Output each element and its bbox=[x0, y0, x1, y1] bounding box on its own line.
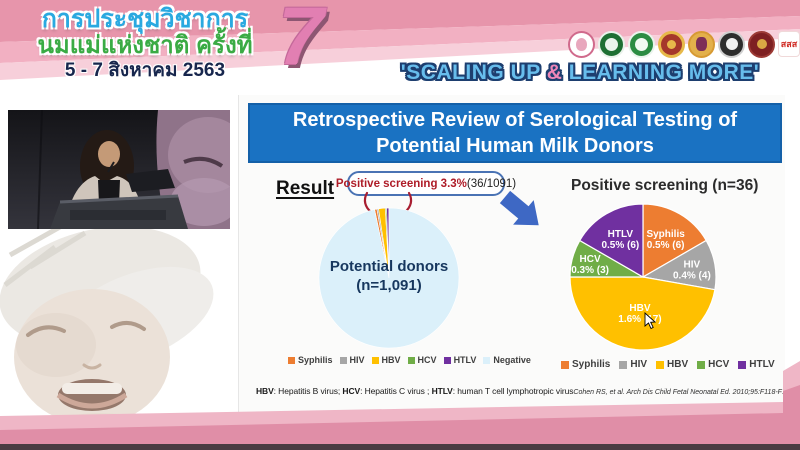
pie-slice-syphilis bbox=[642, 203, 708, 279]
conference-date: 5 - 7 สิงหาคม 2563 bbox=[64, 59, 226, 81]
legend-label: HBV bbox=[381, 355, 401, 365]
positive-screening-pie-chart: Syphilis 0.5% (6) HIV 0.4% (4) HBV 1.6% (17) H… bbox=[569, 203, 717, 351]
syphilis-swatch-icon bbox=[288, 356, 295, 364]
slogan-text-2: LEARNING MORE' bbox=[562, 61, 760, 84]
legend-label: HCV bbox=[417, 355, 437, 365]
potential-donors-pie-chart bbox=[318, 207, 460, 349]
hcv-swatch-icon bbox=[697, 360, 706, 369]
legend-item: HBV bbox=[371, 355, 401, 365]
legend-item: Negative bbox=[483, 355, 531, 365]
legend-label: HBV bbox=[667, 359, 689, 370]
pie-slice-label-htlv: HTLV 0.5% (6) bbox=[601, 229, 639, 251]
university-seal-icon bbox=[718, 30, 745, 58]
royal-red-gold-emblem-icon bbox=[658, 30, 685, 58]
negative-swatch-icon bbox=[483, 356, 491, 364]
thaihealth-logo-icon: สสส bbox=[778, 31, 800, 57]
syphilis-swatch-icon bbox=[561, 360, 569, 369]
slogan-text: 'SCALING UP bbox=[400, 61, 547, 84]
legend-item: HIV bbox=[619, 359, 647, 370]
htlv-swatch-icon bbox=[443, 356, 451, 364]
legend-label: HTLV bbox=[749, 359, 775, 370]
legend-item: HBV bbox=[656, 359, 688, 370]
pie-slice-htlv bbox=[578, 203, 644, 279]
baby-background-image bbox=[0, 225, 214, 447]
hbv-swatch-icon bbox=[656, 360, 665, 369]
conference-title-line2: นมแม่แห่งชาติ ครั้งที่ bbox=[37, 32, 253, 59]
slogan-ampersand: & bbox=[546, 61, 563, 84]
legend-item: HTLV bbox=[738, 359, 775, 370]
legend-item: Syphilis bbox=[288, 355, 333, 365]
podium bbox=[50, 169, 188, 229]
pie-slice-hbv bbox=[569, 276, 716, 351]
ministry-public-health-logo-icon bbox=[598, 30, 625, 58]
legend-item: HCV bbox=[697, 359, 729, 370]
slide-title-line2: Potential Human Milk Donors bbox=[376, 135, 654, 157]
positive-screening-callout: Positive screening 3.3% (36/1091) bbox=[336, 171, 516, 196]
legend-item: Syphilis bbox=[561, 359, 610, 370]
conference-title-block: การประชุมวิชาการ นมแม่แห่งชาติ ครั้งที่ … bbox=[14, 6, 276, 81]
pie-slice-label-hiv: HIV 0.4% (4) bbox=[673, 259, 711, 281]
htlv-swatch-icon bbox=[738, 360, 747, 369]
legend-label: Syphilis bbox=[572, 359, 611, 370]
legend-label: HIV bbox=[349, 355, 365, 365]
callout-highlight: Positive screening 3.3% bbox=[335, 177, 467, 190]
pie-slice-label-hcv: HCV 0.3% (3) bbox=[571, 254, 609, 276]
legend-item: HCV bbox=[407, 355, 437, 365]
legend-label: HCV bbox=[708, 359, 730, 370]
positive-screening-title: Positive screening (n=36) bbox=[571, 177, 759, 194]
slide-title-line1: Retrospective Review of Serological Test… bbox=[292, 109, 738, 131]
health-department-logo-icon bbox=[628, 30, 655, 58]
college-seal-icon bbox=[748, 30, 775, 58]
potential-donors-label: Potential donors (n=1,091) bbox=[319, 257, 459, 295]
legend-item: HTLV bbox=[443, 355, 477, 365]
result-heading: Result bbox=[276, 178, 335, 199]
legend-label: Syphilis bbox=[298, 355, 333, 365]
legend-item: HIV bbox=[339, 355, 365, 365]
breastfeeding-center-logo-icon bbox=[568, 30, 595, 58]
screening-legend: Syphilis HIV HBV HCV HTLV bbox=[561, 359, 775, 370]
pie-slice-negative bbox=[318, 207, 460, 349]
donors-label-line2: (n=1,091) bbox=[356, 277, 422, 294]
conference-title-line1: การประชุมวิชาการ bbox=[41, 5, 249, 33]
hcv-swatch-icon bbox=[407, 356, 415, 364]
pie-slice-label-hbv: HBV 1.6% (17) bbox=[618, 303, 661, 325]
donors-legend: Syphilis HIV HBV HCV HTLV Negative bbox=[288, 355, 531, 365]
donors-label-line1: Potential donors bbox=[329, 258, 449, 275]
slide-footer: HBV: Hepatitis B virus; HCV: Hepatitis C… bbox=[256, 386, 796, 396]
arrow-right-icon bbox=[499, 190, 539, 226]
hiv-swatch-icon bbox=[339, 356, 347, 364]
legend-label: HIV bbox=[630, 359, 648, 370]
presenter-video-panel[interactable] bbox=[8, 110, 230, 229]
mouse-cursor bbox=[644, 311, 657, 330]
hbv-swatch-icon bbox=[371, 356, 379, 364]
edition-number: 7 bbox=[278, 0, 324, 82]
legend-label: Negative bbox=[493, 355, 531, 365]
pie-slice-label-syphilis: Syphilis 0.5% (6) bbox=[646, 229, 685, 251]
organizer-logos: สสส bbox=[568, 28, 800, 60]
conference-slogan: 'SCALING UP & LEARNING MORE' bbox=[368, 61, 792, 85]
legend-label: HTLV bbox=[453, 355, 477, 365]
abbreviation-definitions: HBV: Hepatitis B virus; HCV: Hepatitis C… bbox=[256, 386, 574, 396]
hiv-swatch-icon bbox=[619, 360, 628, 369]
callout-detail: (36/1091) bbox=[466, 177, 517, 190]
banner-background bbox=[0, 0, 800, 96]
slide-title: Retrospective Review of Serological Test… bbox=[248, 103, 782, 163]
royal-gold-emblem-icon bbox=[688, 30, 715, 58]
reference-citation: Cohen RS, et al. Arch Dis Child Fetal Ne… bbox=[573, 389, 796, 396]
